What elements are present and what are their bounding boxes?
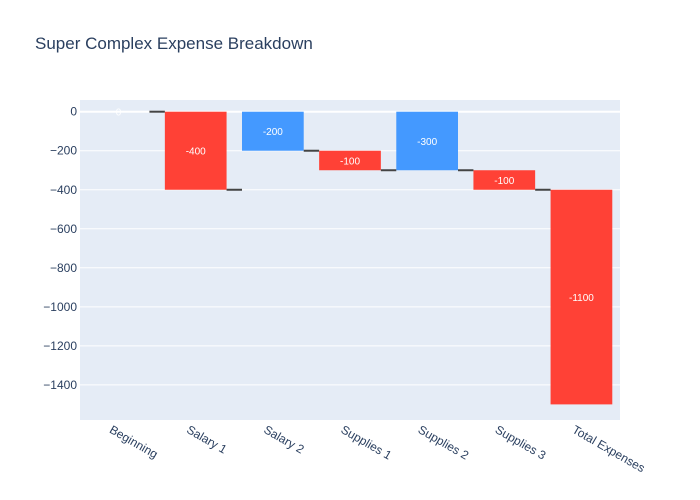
x-tick-label: Beginning xyxy=(107,422,160,461)
y-tick-label: −800 xyxy=(50,261,77,275)
bar-label-0: 0 xyxy=(116,108,122,119)
chart-title: Super Complex Expense Breakdown xyxy=(35,34,313,53)
y-tick-label: −1200 xyxy=(43,339,77,353)
bar-3 xyxy=(319,150,381,171)
x-tick-label: Salary 2 xyxy=(261,422,306,456)
y-tick-label: −1000 xyxy=(43,300,77,314)
x-tick-label: Supplies 3 xyxy=(493,422,549,462)
x-tick-label: Supplies 2 xyxy=(416,422,472,462)
bar-5 xyxy=(473,170,536,190)
y-tick-label: −600 xyxy=(50,222,77,236)
y-tick-label: 0 xyxy=(70,105,77,119)
x-tick-label: Supplies 1 xyxy=(339,422,395,462)
bar-label-5: -100 xyxy=(494,176,514,187)
bar-label-4: -300 xyxy=(417,137,437,148)
bar-label-1: -400 xyxy=(186,147,206,158)
y-tick-label: −400 xyxy=(50,183,77,197)
bar-label-2: -200 xyxy=(263,127,283,138)
y-tick-label: −200 xyxy=(50,144,77,158)
bar-label-6: -1100 xyxy=(569,293,594,304)
bar-label-3: -100 xyxy=(340,156,360,167)
x-tick-label: Salary 1 xyxy=(184,422,229,456)
bar-6 xyxy=(550,189,613,405)
x-tick-label: Total Expenses xyxy=(570,422,647,475)
bar-4 xyxy=(396,111,458,171)
y-tick-label: −1400 xyxy=(43,378,77,392)
bar-1 xyxy=(164,111,227,190)
plot-background xyxy=(80,100,620,420)
bar-2 xyxy=(242,111,304,151)
